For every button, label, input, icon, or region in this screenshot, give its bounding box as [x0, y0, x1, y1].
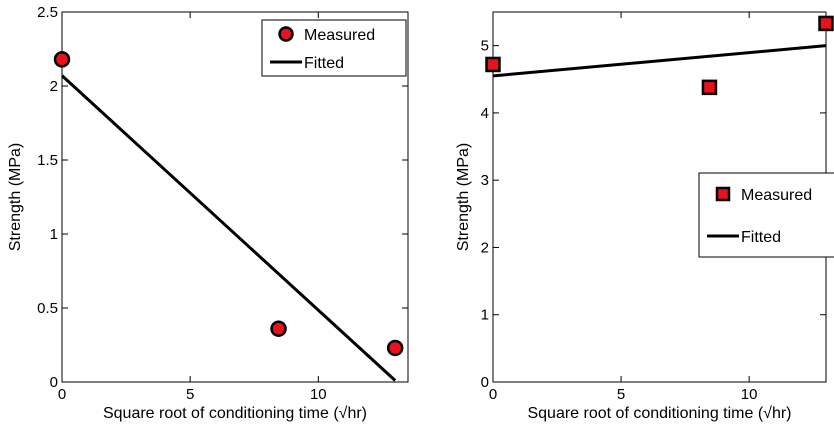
- x-tick-label: 0: [489, 386, 497, 403]
- y-axis-label: Strength (MPa): [455, 143, 472, 251]
- x-tick-label: 5: [617, 386, 625, 403]
- y-tick-label: 3: [481, 172, 489, 189]
- legend: Measured Fitted: [698, 172, 834, 258]
- y-tick-label: 1.5: [37, 152, 58, 169]
- chart-panel-1: 0 0.5 1 1.5 2 2.5 0 5 10 Square root of condition…: [7, 4, 409, 422]
- measured-point: [386, 339, 404, 357]
- y-tick-label: 0: [481, 374, 489, 391]
- x-tick-label: 10: [741, 386, 758, 403]
- measured-point: [818, 15, 834, 32]
- legend-marker: [278, 26, 294, 42]
- x-axis-label: Square root of conditioning time (√hr): [103, 405, 367, 422]
- x-tick-label: 0: [58, 386, 66, 403]
- y-tick-label: 2: [481, 239, 489, 256]
- measured-point: [53, 51, 71, 68]
- x-axis-label: Square root of conditioning time (√hr): [527, 405, 791, 422]
- measured-point: [701, 79, 718, 96]
- fitted-line: [492, 44, 827, 78]
- legend-label: Measured: [304, 27, 375, 44]
- x-tick-label: 10: [310, 386, 327, 403]
- x-tick-label: 5: [186, 386, 194, 403]
- legend: Measured Fitted: [261, 19, 407, 77]
- y-tick-label: 2.5: [37, 4, 58, 21]
- measured-point: [485, 56, 501, 73]
- fitted-line: [60, 74, 397, 382]
- measured-point: [270, 320, 287, 337]
- legend-label: Fitted: [741, 229, 781, 246]
- y-tick-label: 1: [50, 226, 58, 243]
- y-tick-label: 5: [481, 38, 489, 55]
- y-tick-label: 1: [481, 307, 489, 324]
- y-tick-label: 0.5: [37, 300, 58, 317]
- legend-label: Measured: [741, 187, 812, 204]
- y-tick-label: 0: [50, 374, 58, 391]
- legend-label: Fitted: [304, 55, 344, 72]
- y-axis-label: Strength (MPa): [7, 143, 24, 251]
- y-tick-label: 4: [481, 105, 489, 122]
- y-tick-label: 2: [50, 78, 58, 95]
- legend-marker: [715, 186, 731, 202]
- chart-panel-2: 0 1 2 3 4 5 0 5 10 Square root of conditioning ti…: [455, 11, 834, 422]
